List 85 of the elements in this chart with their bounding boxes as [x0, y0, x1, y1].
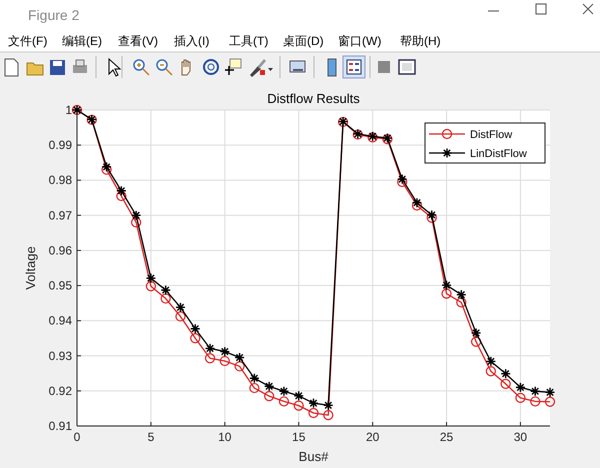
point	[278, 396, 290, 407]
text: 查看(V)	[118, 34, 158, 48]
point	[220, 356, 230, 366]
y-tick-label: 0.91	[48, 419, 72, 433]
point	[396, 174, 408, 184]
point	[530, 396, 540, 407]
point	[249, 373, 260, 384]
y-tick-label: 0.98	[48, 173, 72, 188]
point	[175, 302, 186, 313]
point	[323, 400, 334, 410]
x-tick-label: 20	[366, 430, 380, 444]
x-tick-label: 25	[440, 430, 454, 444]
point	[249, 382, 260, 394]
y-tick-label: 0.95	[48, 278, 72, 293]
legend-label: DistFlow	[470, 129, 512, 141]
point	[234, 361, 245, 372]
point	[130, 210, 142, 221]
point	[101, 164, 112, 175]
point	[264, 391, 274, 402]
point	[101, 162, 112, 172]
point	[234, 352, 245, 363]
point	[160, 293, 171, 304]
point	[116, 186, 127, 196]
point	[441, 280, 452, 290]
point	[146, 281, 156, 292]
y-tick-label: 0.97	[48, 208, 72, 222]
point	[426, 212, 437, 223]
x-tick-label: 0	[74, 430, 81, 444]
point	[544, 396, 556, 407]
text: 帮助(H)	[400, 34, 441, 48]
point	[308, 408, 319, 418]
point	[470, 336, 482, 347]
point	[426, 210, 437, 220]
point	[294, 400, 304, 411]
point	[146, 272, 156, 284]
text: 窗口(W)	[338, 34, 382, 48]
caption: Figure 2	[28, 7, 80, 23]
x-tick-label: 10	[218, 430, 232, 444]
point	[441, 288, 452, 299]
text: 工具(T)	[229, 34, 268, 48]
point	[190, 333, 200, 344]
text: 文件(F)	[8, 34, 48, 48]
text: 插入(I)	[174, 34, 210, 48]
point	[160, 284, 171, 296]
y-tick-label: 0.96	[48, 243, 72, 258]
point	[323, 410, 334, 420]
point	[294, 390, 304, 402]
point	[470, 328, 482, 338]
point	[500, 378, 511, 389]
point	[412, 200, 422, 211]
y-tick-label: 0.92	[48, 384, 72, 398]
y-tick-label: 1	[65, 103, 72, 117]
point	[515, 382, 526, 393]
x-tick-label: 5	[148, 430, 155, 444]
point	[204, 353, 216, 364]
point	[515, 392, 526, 404]
point	[116, 190, 126, 202]
point	[456, 289, 467, 300]
y-axis-title: Voltage	[23, 246, 38, 290]
y-tick-label: 0.93	[48, 348, 72, 363]
chart-title: Distflow Results	[267, 91, 360, 106]
y-tick-label: 0.94	[48, 314, 72, 328]
point	[544, 387, 556, 398]
point	[308, 398, 319, 408]
point	[220, 346, 230, 357]
point	[456, 297, 466, 308]
point	[397, 176, 408, 188]
point	[530, 386, 540, 396]
point	[500, 368, 511, 379]
point	[486, 356, 496, 367]
point	[486, 366, 496, 376]
point	[278, 386, 290, 396]
point	[412, 197, 422, 208]
point	[264, 381, 274, 392]
x-axis-title: Bus#	[298, 449, 330, 464]
x-tick-label: 30	[514, 430, 528, 444]
text: 桌面(D)	[283, 34, 324, 48]
y-tick-label: 0.99	[48, 138, 72, 152]
x-tick-label: 15	[292, 430, 306, 444]
point	[175, 311, 186, 322]
point	[131, 217, 142, 228]
point	[204, 343, 216, 354]
point	[190, 324, 200, 334]
legend-label: LinDistFlow	[470, 148, 527, 160]
text: 编辑(E)	[62, 34, 102, 48]
